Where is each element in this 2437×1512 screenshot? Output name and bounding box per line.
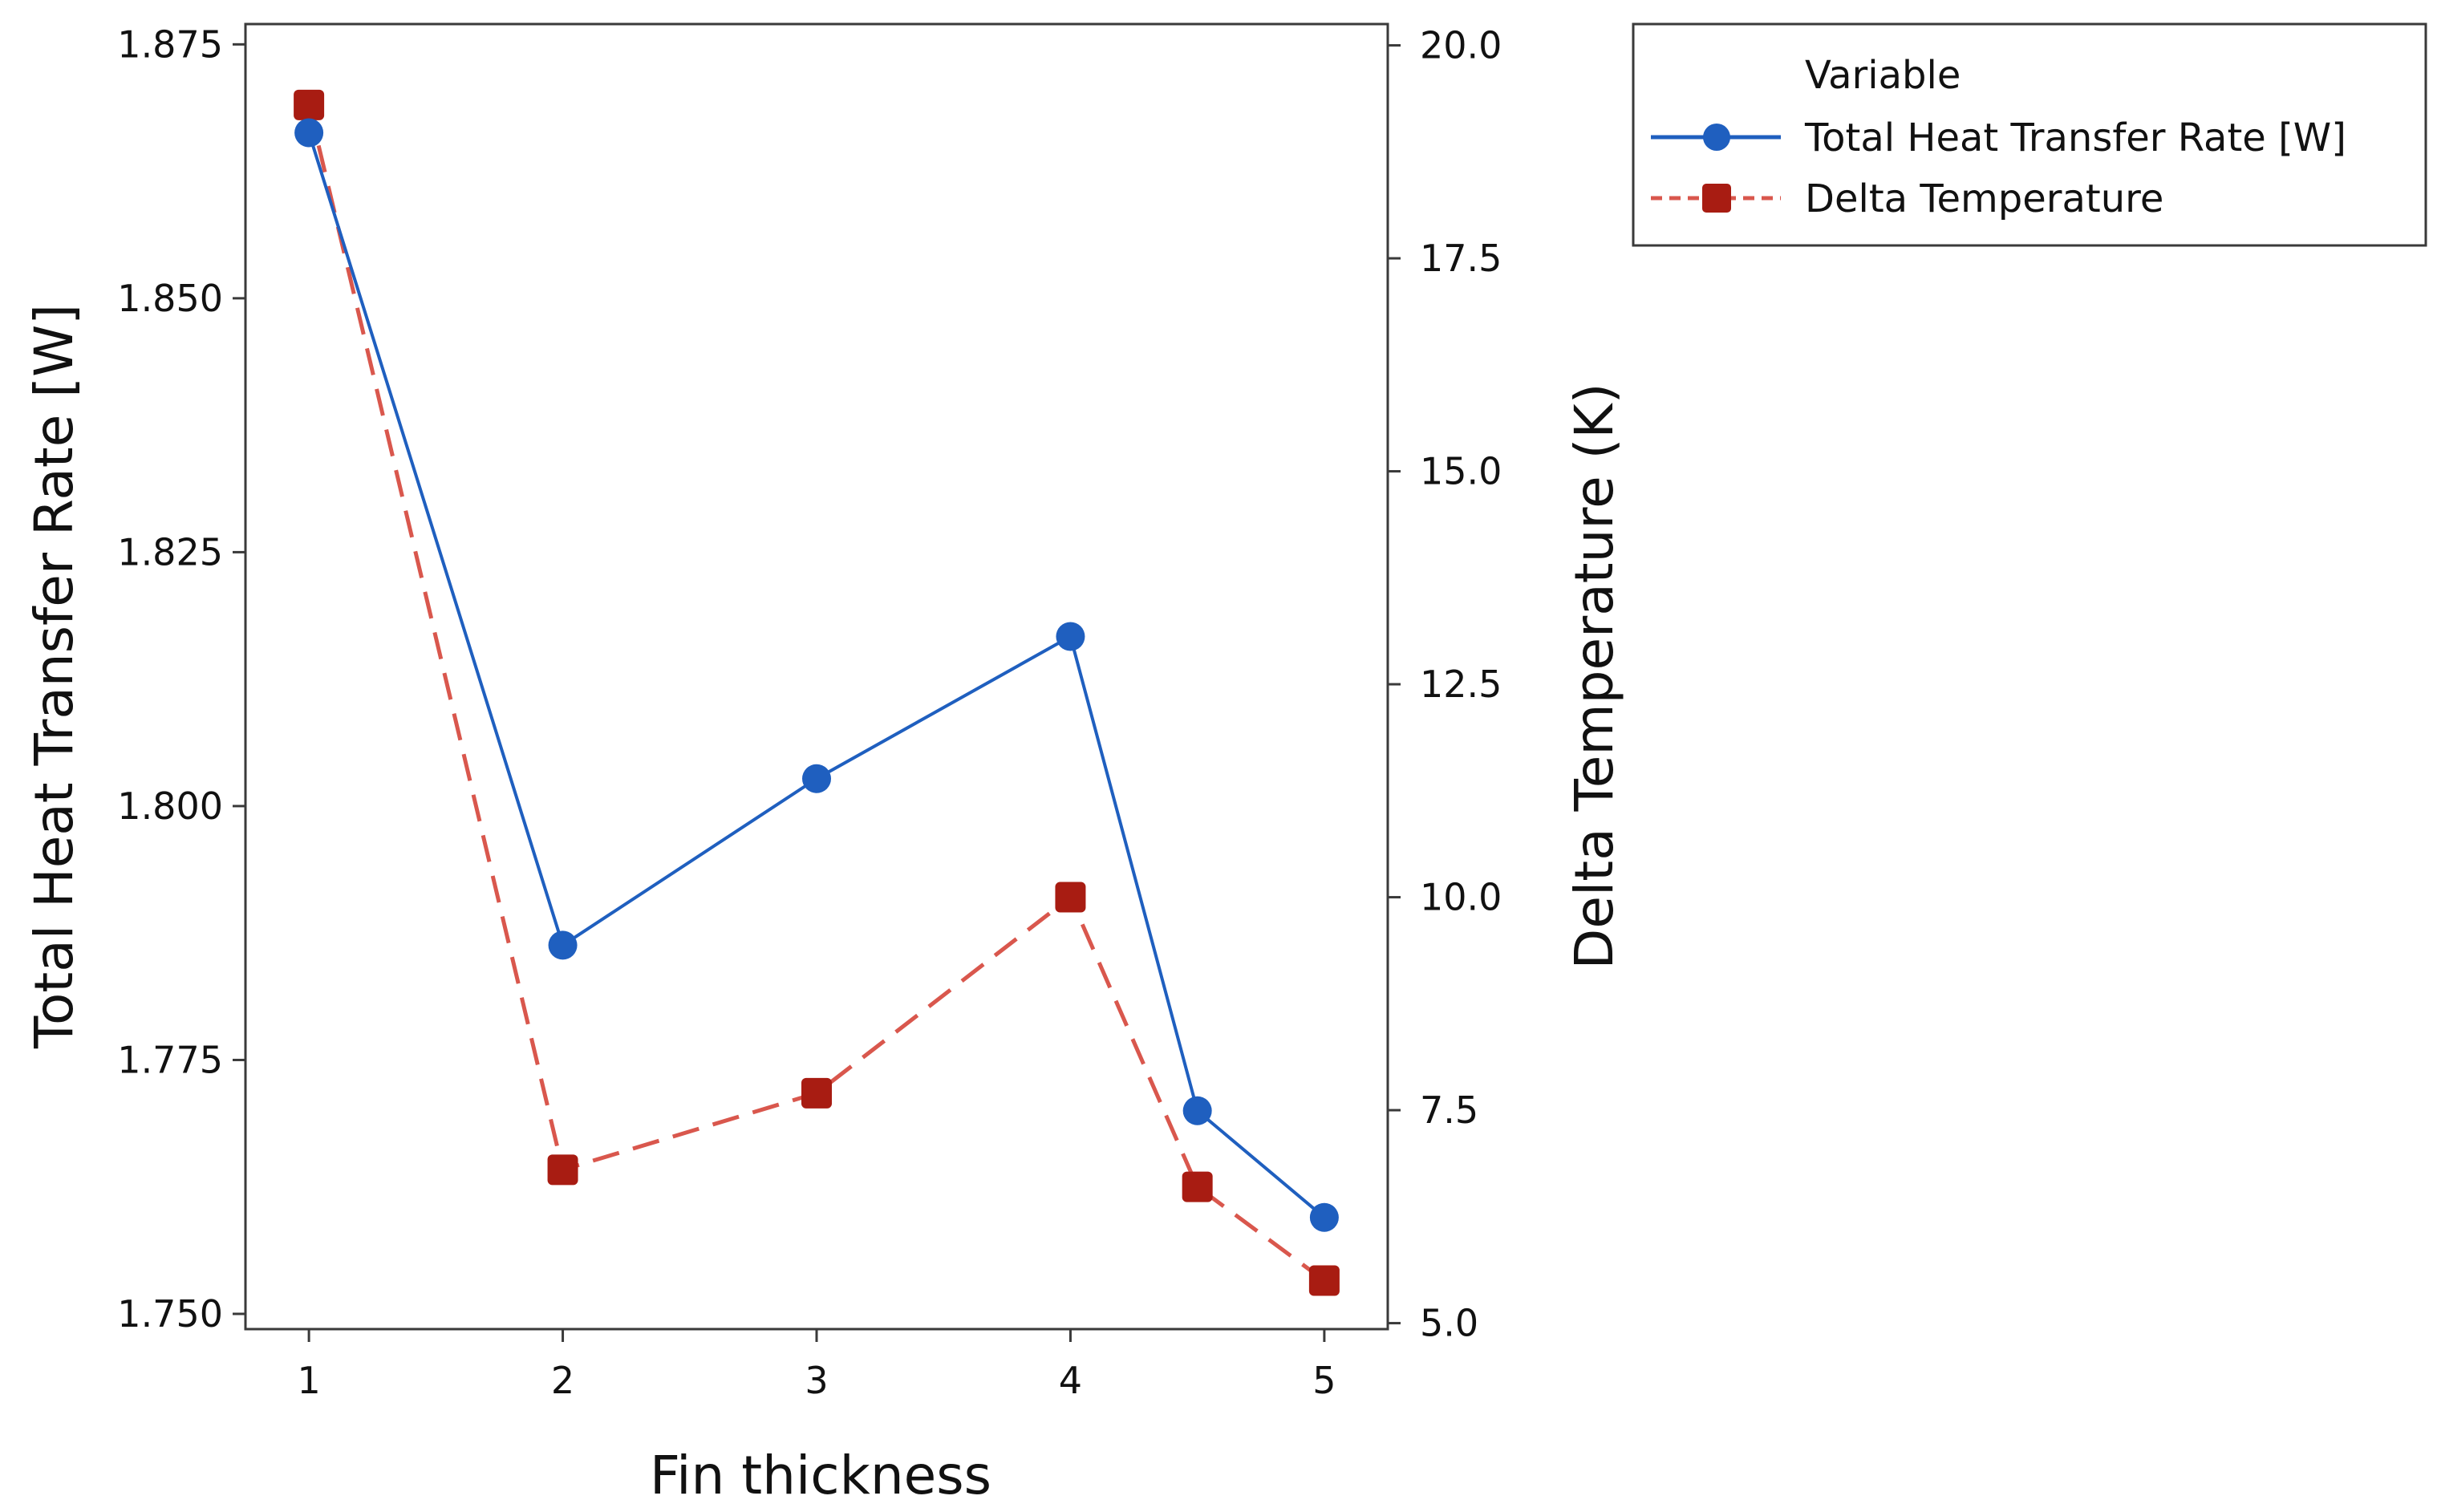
y2-tick-label: 10.0 [1420, 876, 1502, 919]
y-tick-label: 1.750 [117, 1292, 223, 1336]
x-axis-ticks: 1 2 3 4 5 [297, 1329, 1336, 1402]
x-axis-title: Fin thickness [650, 1445, 991, 1506]
x-tick-label: 2 [551, 1359, 574, 1402]
right-axis-ticks: 5.0 7.5 10.0 12.5 15.0 17.5 20.0 [1388, 24, 1502, 1345]
heat-transfer-point [548, 930, 578, 960]
y-tick-label: 1.775 [117, 1038, 223, 1081]
series-layer [294, 89, 1340, 1296]
legend-title: Variable [1805, 53, 1961, 98]
delta-temperature-point [1308, 1265, 1340, 1296]
heat-transfer-point [802, 764, 831, 793]
heat-transfer-point [1309, 1202, 1339, 1232]
y-tick-label: 1.875 [117, 22, 223, 66]
y2-tick-label: 12.5 [1420, 663, 1502, 706]
legend-marker-square [1702, 184, 1731, 213]
heat-transfer-line [307, 132, 1326, 1219]
heat-transfer-point [294, 118, 324, 148]
y2-tick-label: 7.5 [1420, 1088, 1478, 1132]
y-axis-title: Total Heat Transfer Rate [W] [23, 304, 85, 1049]
delta-temperature-point [547, 1154, 578, 1186]
heat-transfer-point [1182, 1096, 1212, 1125]
y2-axis-title: Delta Temperature (K) [1563, 383, 1625, 970]
y2-tick-label: 20.0 [1420, 24, 1502, 67]
left-axis-ticks: 1.750 1.775 1.800 1.825 1.850 1.875 [117, 22, 245, 1336]
plot-frame [244, 22, 1389, 1331]
delta-temperature-point [1182, 1171, 1213, 1202]
y2-tick-label: 17.5 [1420, 237, 1502, 280]
x-tick-label: 4 [1059, 1359, 1082, 1402]
heat-transfer-point [1056, 622, 1085, 651]
y2-tick-label: 15.0 [1420, 450, 1502, 493]
y-tick-label: 1.850 [117, 277, 223, 320]
y-tick-label: 1.800 [117, 784, 223, 828]
delta-temperature-line [306, 104, 1326, 1283]
delta-temperature-point [1055, 882, 1086, 913]
x-tick-label: 3 [805, 1359, 828, 1402]
legend-marker-circle [1703, 124, 1730, 151]
x-tick-label: 5 [1312, 1359, 1336, 1402]
x-tick-label: 1 [297, 1359, 320, 1402]
legend: Variable Total Heat Transfer Rate [W] De… [1632, 22, 2427, 247]
legend-label-heat-transfer: Total Heat Transfer Rate [W] [1804, 116, 2346, 160]
y2-tick-label: 5.0 [1420, 1302, 1478, 1345]
delta-temperature-point [801, 1077, 832, 1109]
legend-box [1632, 22, 2427, 247]
legend-label-delta-temperature: Delta Temperature [1805, 176, 2163, 221]
y-tick-label: 1.825 [117, 530, 223, 574]
delta-temperature-point [294, 89, 325, 120]
